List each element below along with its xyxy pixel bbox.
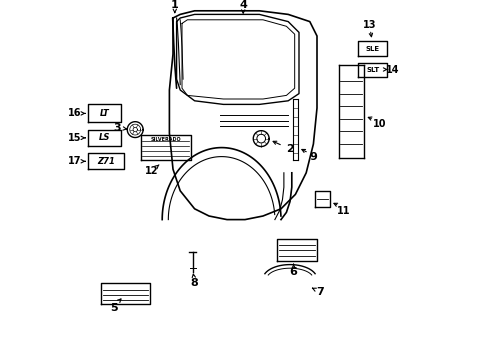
- Text: 3: 3: [113, 123, 121, 133]
- Text: SLE: SLE: [366, 46, 380, 51]
- Text: 10: 10: [373, 119, 387, 129]
- Text: 1: 1: [171, 0, 179, 10]
- Text: 7: 7: [317, 287, 324, 297]
- Text: 11: 11: [337, 206, 351, 216]
- Text: 9: 9: [310, 152, 318, 162]
- Text: 12: 12: [145, 166, 158, 176]
- Text: LT: LT: [100, 109, 109, 118]
- Text: 4: 4: [239, 0, 247, 10]
- Text: 14: 14: [386, 65, 399, 75]
- Text: 13: 13: [363, 20, 376, 30]
- Text: 6: 6: [290, 267, 297, 277]
- Text: 2: 2: [286, 144, 294, 154]
- Text: 5: 5: [110, 303, 118, 313]
- Text: SILVERADO: SILVERADO: [150, 137, 181, 142]
- Text: 16: 16: [68, 108, 82, 118]
- Text: 17: 17: [68, 156, 82, 166]
- Text: Z71: Z71: [98, 157, 115, 166]
- Text: 15: 15: [68, 133, 82, 143]
- Text: LS: LS: [99, 133, 110, 142]
- Text: 8: 8: [191, 278, 198, 288]
- Text: SLT: SLT: [366, 67, 379, 73]
